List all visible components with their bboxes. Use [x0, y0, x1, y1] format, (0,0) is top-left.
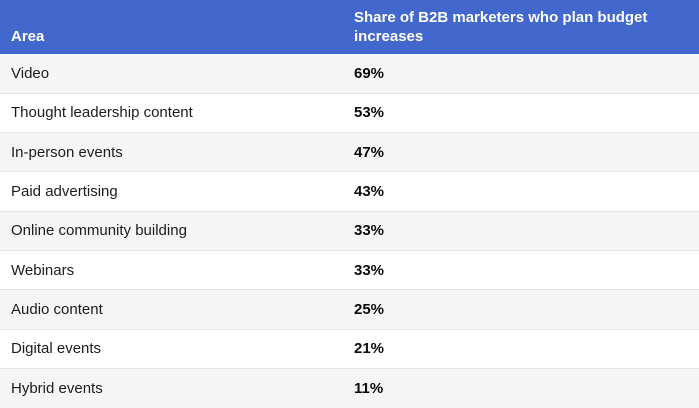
value-cell: 43%: [343, 171, 699, 212]
value-cell: 53%: [343, 92, 699, 133]
area-cell: Thought leadership content: [0, 92, 343, 133]
value-cell: 47%: [343, 132, 699, 172]
value-cell: 33%: [343, 210, 699, 251]
table-header: Area Share of B2B marketers who plan bud…: [0, 0, 699, 54]
value-cell: 11%: [343, 368, 699, 408]
table-row: Video 69%: [0, 54, 699, 94]
table-body: Video 69% Thought leadership content 53%…: [0, 54, 699, 408]
table-row: Audio content 25%: [0, 289, 699, 330]
table-row: Thought leadership content 53%: [0, 92, 699, 133]
table-row: Hybrid events 11%: [0, 368, 699, 408]
value-cell: 33%: [343, 250, 699, 290]
value-cell: 69%: [343, 54, 699, 94]
share-column-header: Share of B2B marketers who plan budget i…: [343, 0, 699, 54]
header-row: Area Share of B2B marketers who plan bud…: [0, 0, 699, 54]
value-cell: 21%: [343, 328, 699, 369]
area-cell: Online community building: [0, 210, 343, 251]
value-cell: 25%: [343, 289, 699, 330]
table-row: Webinars 33%: [0, 250, 699, 290]
table-row: In-person events 47%: [0, 132, 699, 172]
area-cell: Audio content: [0, 289, 343, 330]
area-cell: Hybrid events: [0, 368, 343, 408]
table-row: Digital events 21%: [0, 328, 699, 369]
area-cell: Video: [0, 54, 343, 94]
area-column-header: Area: [0, 0, 343, 54]
table-row: Paid advertising 43%: [0, 171, 699, 212]
area-cell: Webinars: [0, 250, 343, 290]
area-cell: Digital events: [0, 328, 343, 369]
area-cell: Paid advertising: [0, 171, 343, 212]
table-row: Online community building 33%: [0, 210, 699, 251]
area-cell: In-person events: [0, 132, 343, 172]
